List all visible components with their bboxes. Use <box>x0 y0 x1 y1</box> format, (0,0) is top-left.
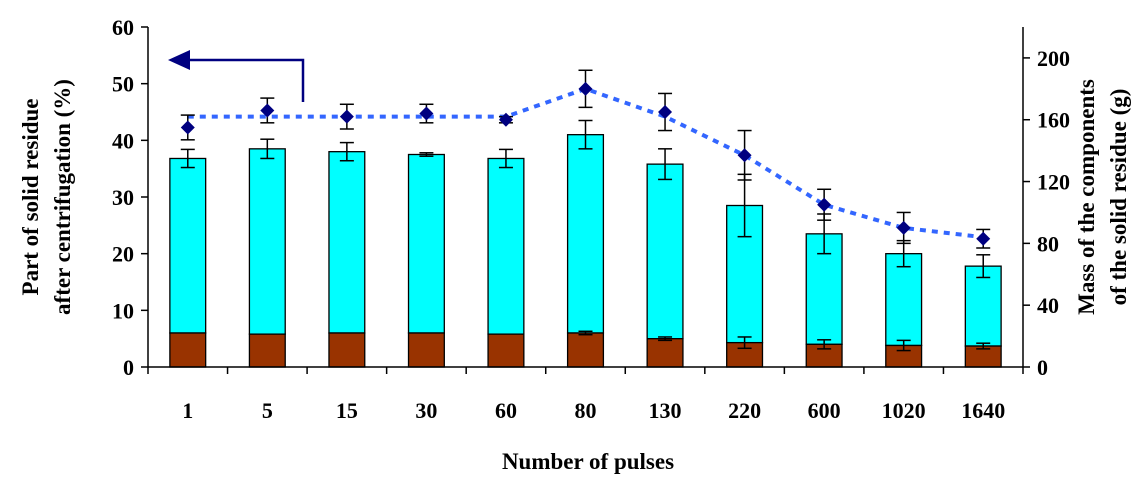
bar-segment-top <box>169 157 207 334</box>
bar-segment-top <box>248 148 286 335</box>
bar-segment-top <box>407 153 445 334</box>
data-point <box>658 105 673 119</box>
data-point <box>498 112 513 127</box>
data-point <box>896 220 911 235</box>
bar-segment-bottom <box>328 332 366 368</box>
bar-segment-top <box>885 253 923 347</box>
bar-segment-top <box>805 233 843 345</box>
data-point <box>260 103 275 118</box>
right-axis-tick-label: 0 <box>1037 355 1048 380</box>
x-axis-tick-label: 15 <box>336 398 358 423</box>
left-axis-title-line1: Part of solid residue <box>18 99 43 296</box>
bar-segment-bottom <box>566 332 605 368</box>
data-point <box>578 81 593 96</box>
bar-segment-bottom <box>407 332 445 368</box>
data-point <box>737 148 752 163</box>
right-axis-tick-label: 120 <box>1037 170 1070 195</box>
bar-segment-bottom <box>169 332 207 368</box>
data-point <box>976 231 991 246</box>
x-axis-tick-label: 1020 <box>882 398 926 423</box>
left-axis-tick-label: 40 <box>112 128 134 153</box>
x-axis-title: Number of pulses <box>502 449 674 474</box>
x-axis-tick-label: 1 <box>182 398 193 423</box>
points-layer <box>180 69 991 249</box>
bar-segment-bottom <box>487 333 525 368</box>
right-axis-tick-label: 200 <box>1037 46 1070 71</box>
annotation-layer <box>168 50 305 102</box>
data-point <box>817 197 832 212</box>
labels-layer: Number of pulses Part of solid residue a… <box>18 79 1131 474</box>
data-point <box>339 109 354 124</box>
bar-segment-top <box>646 163 684 340</box>
x-axis-tick-label: 130 <box>649 398 682 423</box>
bar-segment-bottom <box>248 333 286 368</box>
x-axis-tick-label: 1640 <box>961 398 1005 423</box>
right-axis-tick-label: 40 <box>1037 293 1059 318</box>
trend-line <box>187 86 984 240</box>
bar-segment-top <box>566 134 605 334</box>
bar-segment-top <box>964 265 1002 347</box>
x-axis-tick-label: 80 <box>575 398 597 423</box>
left-axis-tick-label: 60 <box>112 15 134 40</box>
right-axis-title-line1: Mass of the components <box>1074 79 1099 315</box>
bar-segment-top <box>487 157 525 335</box>
x-axis-tick-label: 60 <box>495 398 517 423</box>
bar-segment-bottom <box>646 338 684 368</box>
left-axis-tick-label: 20 <box>112 242 134 267</box>
left-axis-tick-label: 10 <box>112 298 134 323</box>
data-point <box>419 106 434 121</box>
left-axis-title-line2: after centrifugation (%) <box>50 79 75 315</box>
x-axis-tick-label: 220 <box>728 398 761 423</box>
x-axis-tick-label: 600 <box>808 398 841 423</box>
data-point <box>180 120 195 135</box>
right-axis-tick-label: 160 <box>1037 108 1070 133</box>
arrow-shaft <box>188 58 305 102</box>
trend-line-layer <box>187 86 984 240</box>
left-axis-tick-label: 30 <box>112 185 134 210</box>
arrow-head <box>168 50 190 70</box>
right-axis-title-line2: of the solid residue (g) <box>1106 89 1131 306</box>
x-axis-tick-label: 30 <box>415 398 437 423</box>
error-bars-layer <box>180 119 991 352</box>
bar-segment-top <box>328 151 366 334</box>
x-axis-tick-label: 5 <box>262 398 273 423</box>
left-axis-tick-label: 50 <box>112 72 134 97</box>
right-axis-tick-label: 80 <box>1037 231 1059 256</box>
left-axis-tick-label: 0 <box>123 355 134 380</box>
